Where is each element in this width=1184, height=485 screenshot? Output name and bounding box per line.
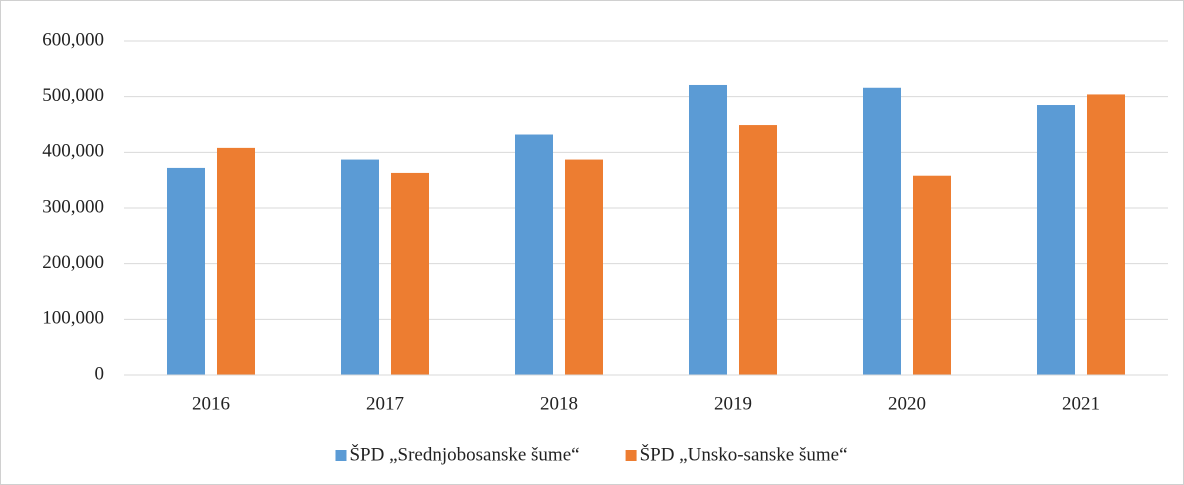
bar — [167, 167, 205, 375]
x-tick-label: 2021 — [1062, 393, 1100, 414]
bar — [565, 159, 603, 375]
bar — [217, 147, 255, 375]
bar — [391, 172, 429, 375]
bar — [1037, 105, 1075, 376]
y-tick-label: 400,000 — [42, 141, 104, 162]
y-tick-label: 0 — [95, 363, 105, 384]
y-tick-label: 600,000 — [42, 29, 104, 50]
x-tick-label: 2016 — [192, 393, 230, 414]
y-tick-label: 300,000 — [42, 196, 104, 217]
legend-swatch — [625, 450, 637, 461]
y-tick-label: 500,000 — [42, 85, 104, 106]
x-tick-label: 2018 — [540, 393, 578, 414]
y-tick-label: 100,000 — [42, 308, 104, 329]
x-tick-label: 2017 — [366, 393, 404, 414]
bar — [739, 125, 777, 375]
bar — [1087, 94, 1125, 375]
bar — [913, 175, 951, 375]
y-tick-label: 200,000 — [42, 252, 104, 273]
bar — [341, 159, 379, 375]
x-tick-label: 2019 — [714, 393, 752, 414]
legend-label: ŠPD „Unsko-sanske šume“ — [640, 443, 848, 465]
legend-swatch — [335, 450, 347, 461]
bar — [863, 87, 901, 375]
legend-label: ŠPD „Srednjobosanske šume“ — [349, 443, 579, 465]
bar — [515, 134, 553, 375]
x-tick-label: 2020 — [888, 393, 926, 414]
bar — [689, 84, 727, 375]
